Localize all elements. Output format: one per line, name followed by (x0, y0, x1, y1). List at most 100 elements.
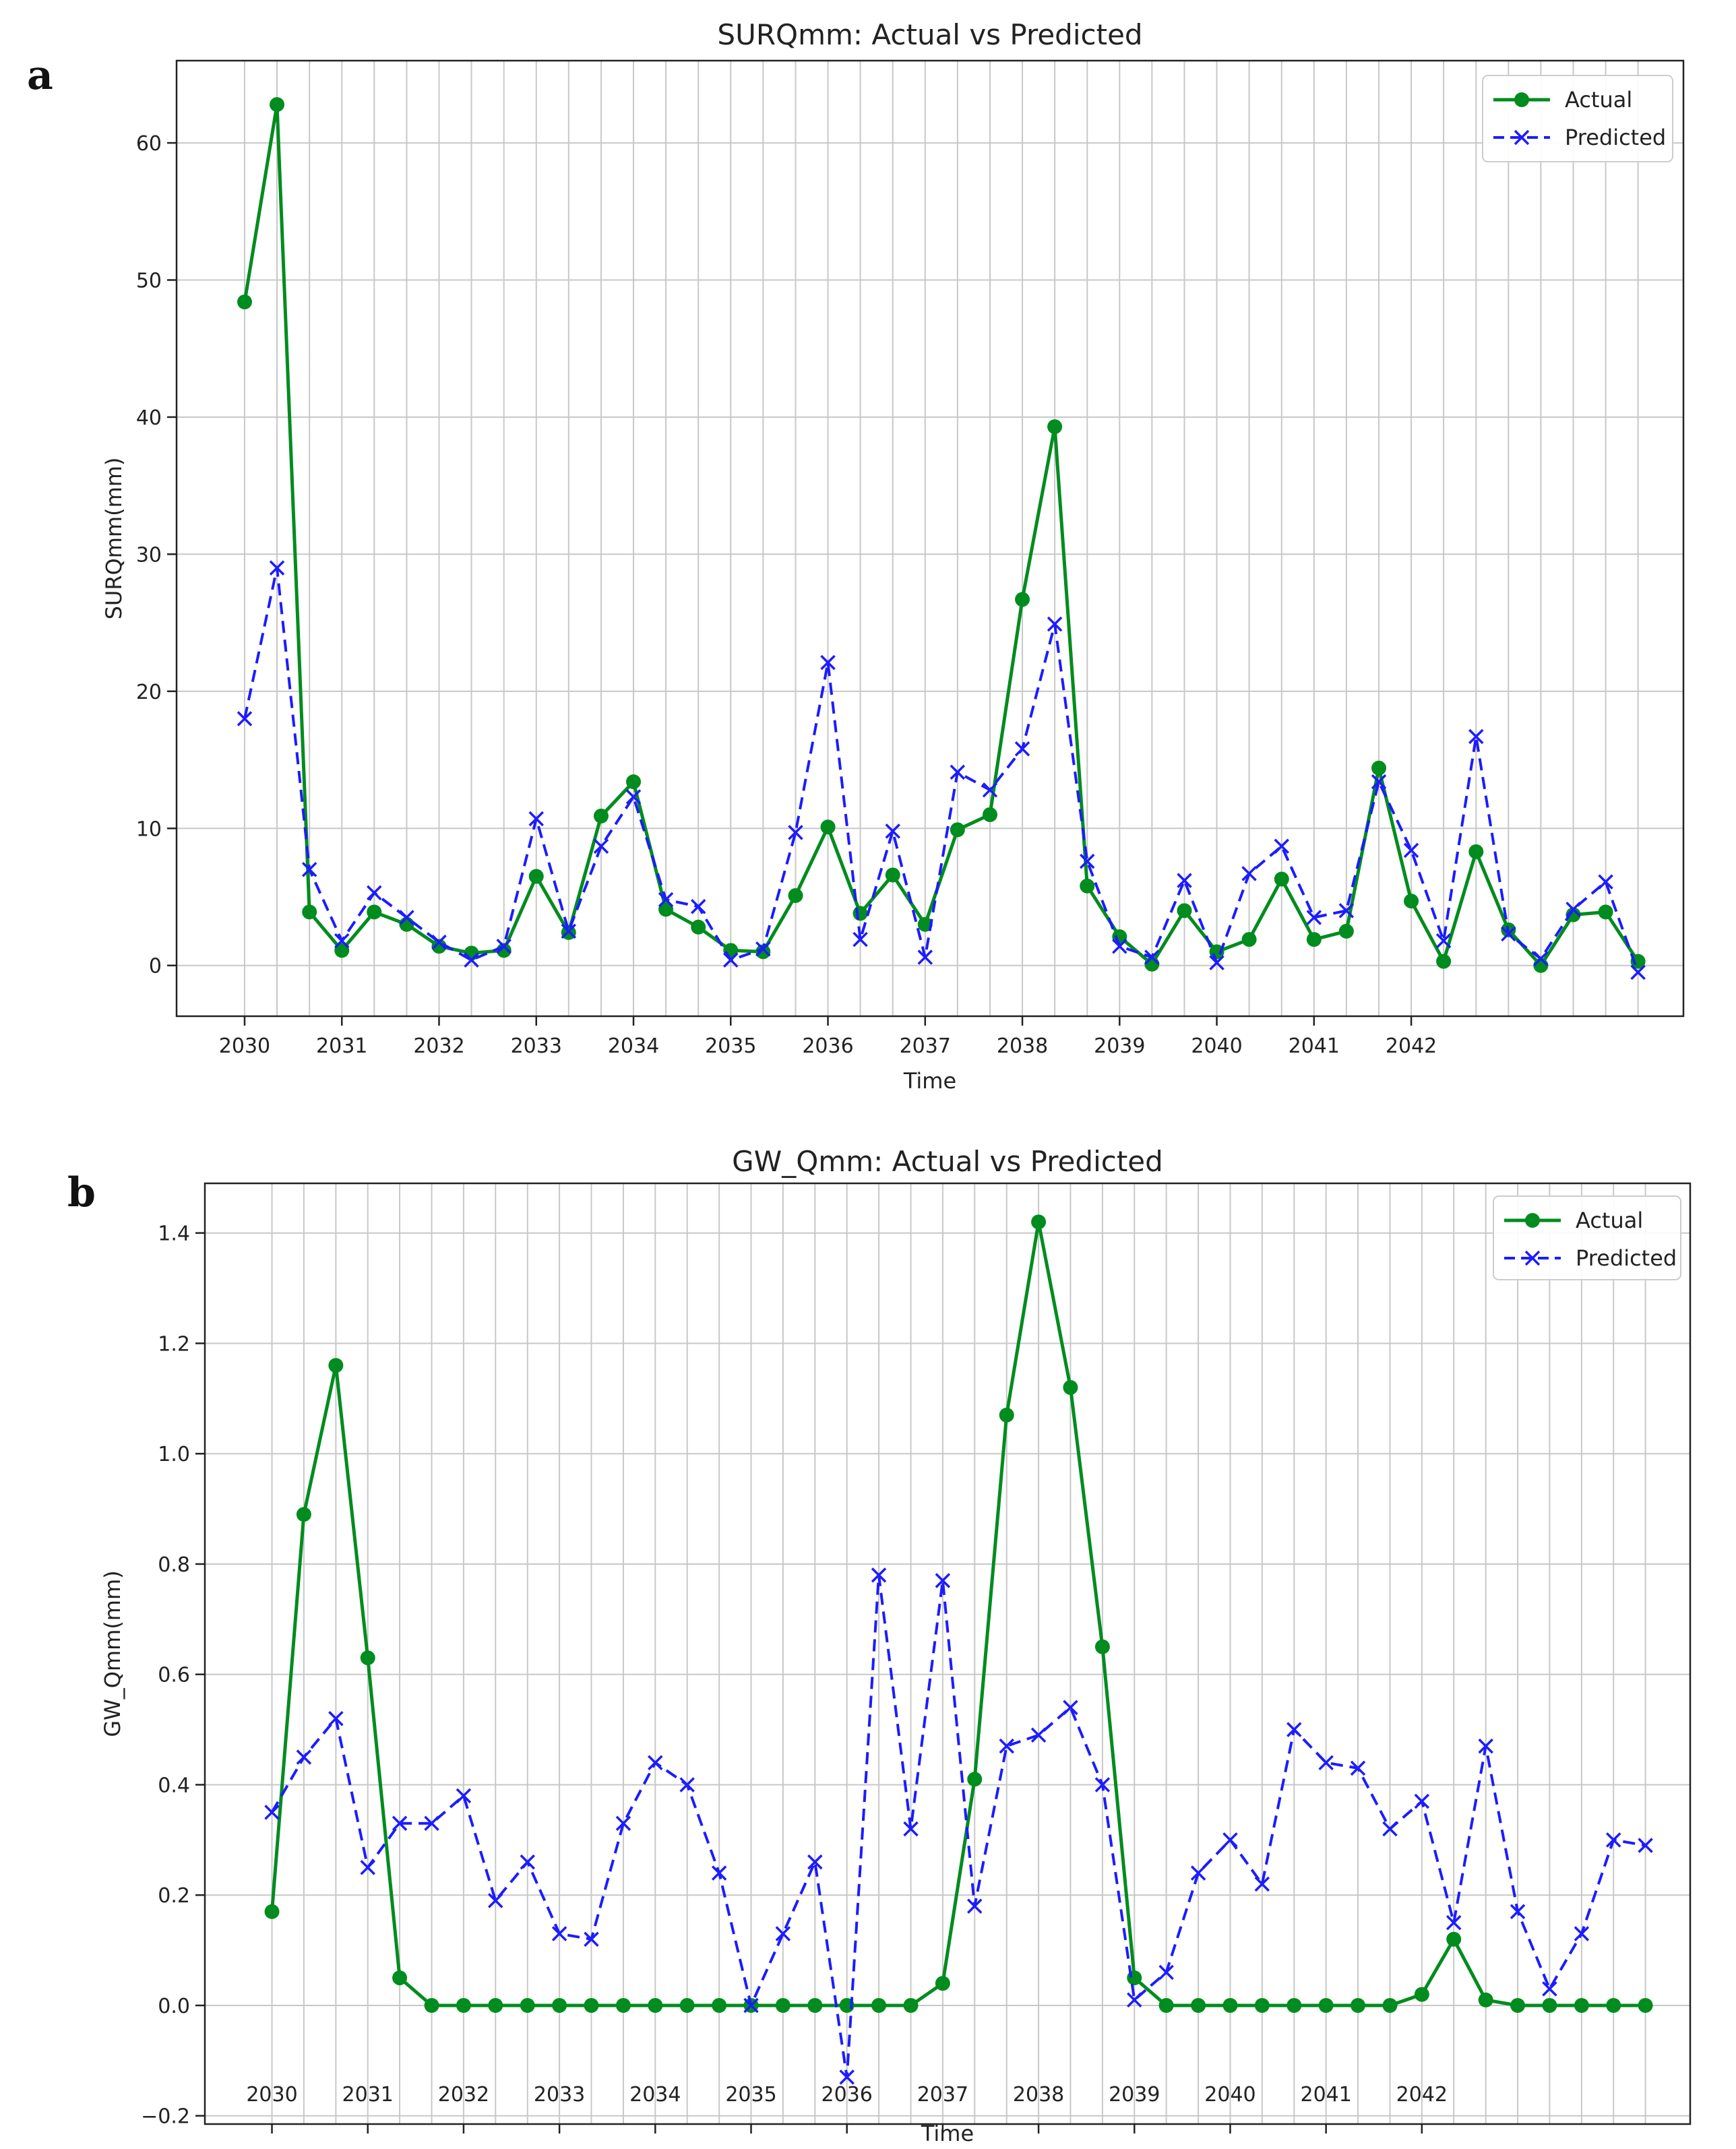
predicted-point (528, 811, 544, 827)
actual-point (1351, 1997, 1366, 2013)
plot-area (205, 1183, 1690, 2124)
predicted-point (269, 560, 285, 575)
axes-frame (204, 1182, 1692, 2125)
x-tick-label: 2035 (725, 2083, 776, 2107)
panel-label-b: b (67, 1169, 96, 1216)
predicted-point (999, 1738, 1014, 1754)
predicted-point (1403, 842, 1419, 859)
predicted-point (1158, 1964, 1174, 1981)
axes-frame (175, 59, 1685, 1018)
predicted-point (328, 1710, 344, 1726)
x-tick-label: 2040 (1204, 2083, 1256, 2107)
predicted-point (775, 1926, 791, 1941)
predicted-point (1630, 964, 1646, 980)
actual-point (424, 1997, 439, 2013)
predicted-point (593, 838, 609, 854)
predicted-point (1598, 874, 1613, 890)
predicted-point (1094, 1777, 1111, 1793)
actual-point (983, 807, 998, 822)
predicted-point (1542, 1981, 1557, 1997)
actual-point (1241, 932, 1257, 947)
predicted-point (1318, 1755, 1334, 1770)
predicted-point (551, 1926, 567, 1941)
actual-point (852, 906, 868, 921)
predicted-point (584, 1931, 599, 1947)
predicted-point (1209, 955, 1224, 970)
predicted-point (360, 1860, 375, 1875)
predicted-point (711, 1865, 727, 1881)
actual-point (1306, 932, 1322, 947)
x-tick-label: 2039 (1094, 1034, 1145, 1058)
predicted-point (561, 923, 577, 939)
x-tick-label: 2030 (246, 2083, 297, 2107)
actual-point (1286, 1997, 1302, 2013)
actual-point (1510, 1997, 1526, 2013)
predicted-point (1382, 1821, 1398, 1837)
actual-point (679, 1997, 695, 2013)
predicted-point (1190, 1865, 1206, 1881)
actual-point (885, 867, 900, 883)
x-axis-label: Time (921, 2121, 974, 2146)
surq-chart: 2030 2031 2032 2033 2034 2035 2036 2037 2038 2039… (101, 18, 1685, 1094)
actual-point (1094, 1639, 1110, 1654)
predicted-point (1446, 1914, 1462, 1931)
legend-marker (1514, 92, 1529, 107)
actual-point (360, 1650, 375, 1666)
actual-point (935, 1976, 950, 1991)
x-tick-label: 2037 (917, 2083, 968, 2107)
y-tick-label: 30 (136, 543, 162, 567)
actual-point (1404, 894, 1419, 909)
predicted-point (1286, 1722, 1302, 1737)
predicted-point (488, 1893, 503, 1908)
predicted-point (520, 1854, 536, 1870)
gwq-chart: 2030 2031 2032 2033 2034 2035 2036 2037 2038 2039… (100, 1145, 1692, 2146)
actual-point (1468, 844, 1484, 859)
predicted-point (1177, 873, 1192, 888)
predicted-point (648, 1755, 663, 1770)
x-tick-label: 2033 (534, 2083, 585, 2107)
actual-point (712, 1997, 727, 2013)
predicted-point (982, 782, 998, 798)
actual-point (302, 904, 317, 920)
predicted-point (392, 1815, 408, 1832)
predicted-point (424, 1815, 439, 1832)
predicted-point (807, 1854, 823, 1870)
x-tick-label: 2041 (1300, 2083, 1351, 2107)
x-tick-label: 2037 (900, 1034, 951, 1058)
predicted-point (1254, 1876, 1270, 1892)
predicted-point (1222, 1832, 1238, 1848)
actual-point (648, 1997, 663, 2013)
actual-point (1031, 1214, 1047, 1230)
x-tick-label: 2039 (1109, 2083, 1160, 2107)
actual-point (1598, 904, 1613, 920)
legend-label: Predicted (1576, 1245, 1677, 1271)
x-tick-label: 2031 (342, 2083, 394, 2107)
actual-point (950, 822, 965, 838)
actual-point (1177, 903, 1192, 918)
predicted-point (1306, 910, 1322, 925)
actual-point (1414, 1987, 1429, 2002)
predicted-point (431, 934, 447, 950)
y-tick-label: 20 (136, 681, 162, 704)
actual-point (967, 1772, 983, 1787)
y-tick-label: 1.0 (158, 1443, 190, 1466)
predicted-point (367, 885, 382, 901)
actual-point (528, 869, 544, 884)
actual-point (431, 939, 447, 954)
predicted-point (1510, 1904, 1526, 1920)
x-tick-label: 2036 (802, 1034, 853, 1058)
actual-point (1112, 929, 1127, 945)
x-tick-label: 2035 (705, 1034, 756, 1058)
actual-point (755, 944, 771, 960)
legend-label: Predicted (1565, 125, 1666, 150)
actual-point (552, 1997, 567, 2013)
predicted-point (1274, 838, 1290, 854)
predicted-point (839, 2069, 855, 2085)
predicted-point (237, 711, 253, 726)
y-tick-label: 0 (149, 955, 162, 978)
x-tick-label: 2038 (997, 1034, 1048, 1058)
actual-point (658, 902, 674, 917)
y-tick-label: 1.4 (158, 1222, 190, 1246)
predicted-point (1606, 1832, 1621, 1848)
legend-label: Actual (1576, 1208, 1643, 1233)
